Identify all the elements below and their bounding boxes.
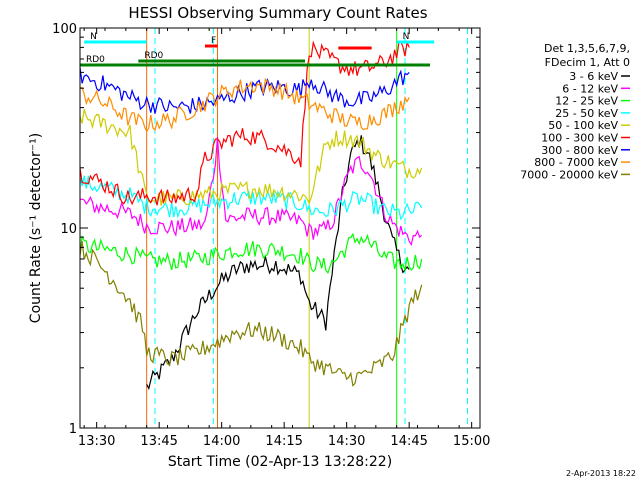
y-tick-label-1: 10 — [60, 222, 77, 237]
series-line-3 — [80, 175, 423, 221]
series-line-7 — [80, 77, 410, 133]
x-tick-label-3: 14:15 — [265, 434, 302, 449]
legend-entry-7: 800 - 7000 keV — [534, 156, 618, 169]
x-tick-label-6: 15:00 — [453, 434, 490, 449]
y-tick-label-2: 100 — [52, 22, 77, 37]
legend-entry-0: 3 - 6 keV — [569, 70, 618, 83]
x-tick-label-5: 14:45 — [390, 434, 427, 449]
flag-label-4: RD0 — [86, 55, 105, 65]
legend-entry-3: 25 - 50 keV — [555, 107, 618, 120]
footer-timestamp: 2-Apr-2013 18:22 — [566, 469, 636, 478]
legend-entry-8: 7000 - 20000 keV — [520, 168, 618, 181]
plot-area: N N F RD0 RD0 — [80, 28, 468, 428]
series-line-4 — [80, 109, 423, 206]
flag-label-2: F — [211, 36, 216, 46]
x-tick-label-2: 14:00 — [203, 434, 240, 449]
flag-label-0: N — [90, 32, 97, 42]
flag-label-5: RD0 — [144, 51, 163, 61]
x-tick-label-0: 13:30 — [78, 434, 115, 449]
legend-entry-5: 100 - 300 keV — [541, 132, 618, 145]
flag-bars: N N F RD0 RD0 — [80, 32, 435, 67]
series-line-8 — [80, 241, 423, 387]
x-axis: 13:30 13:45 14:00 14:15 14:30 14:45 15:00 — [78, 28, 490, 449]
chart-title: HESSI Observing Summary Count Rates — [128, 4, 427, 22]
x-axis-label: Start Time (02-Apr-13 13:28:22) — [168, 454, 392, 470]
y-axis-label: Count Rate (s⁻¹ detector⁻¹) — [28, 133, 44, 323]
legend-entry-6: 300 - 800 keV — [541, 144, 618, 157]
series-line-6 — [80, 67, 410, 114]
legend: Det 1,3,5,6,7,9,FDecim 1, Att 03 - 6 keV… — [520, 42, 630, 181]
y-tick-label-0: 1 — [69, 422, 77, 437]
legend-header-1: FDecim 1, Att 0 — [545, 56, 630, 69]
x-tick-label-1: 13:45 — [140, 434, 177, 449]
legend-entry-4: 50 - 100 keV — [548, 119, 618, 132]
y-axis: 1 10 100 — [52, 22, 480, 437]
flag-label-1: N — [403, 32, 410, 42]
series-line-2 — [80, 232, 423, 274]
legend-header-0: Det 1,3,5,6,7,9, — [544, 42, 630, 55]
series-line-1 — [80, 136, 423, 246]
x-tick-label-4: 14:30 — [328, 434, 365, 449]
legend-entry-1: 6 - 12 keV — [562, 82, 618, 95]
legend-entry-2: 12 - 25 keV — [555, 95, 618, 108]
